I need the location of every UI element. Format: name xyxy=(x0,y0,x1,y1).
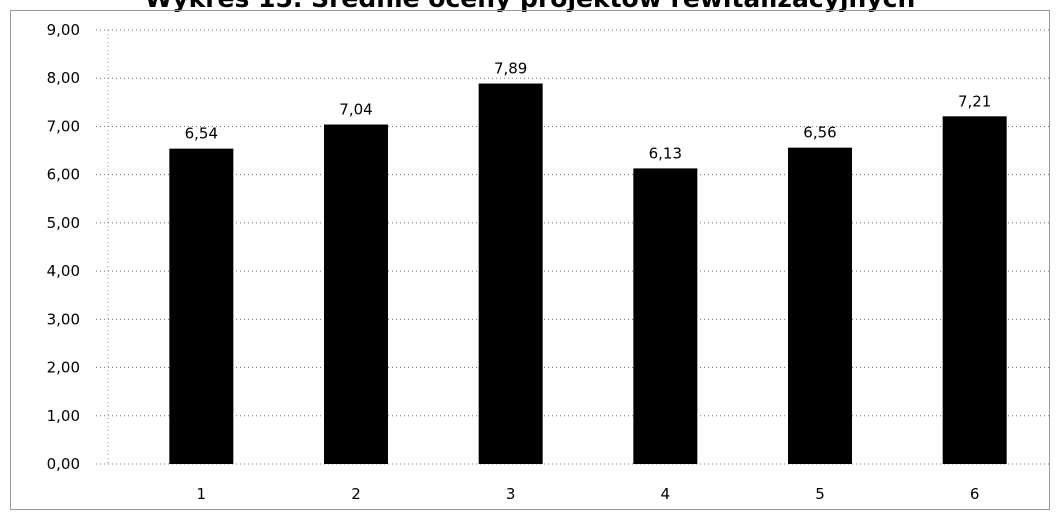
grid-lines xyxy=(96,29,1050,465)
bars xyxy=(169,83,1007,465)
y-tick-label: 4,00 xyxy=(47,262,80,280)
data-labels: 6,54 7,04 7,89 6,13 6,56 7,21 xyxy=(185,60,992,163)
chart-title: Wykres 15. Średnie oceny projektów rewit… xyxy=(0,0,1060,13)
bar-6 xyxy=(942,116,1007,464)
data-label-1: 6,54 xyxy=(185,125,218,143)
x-tick-label-5: 5 xyxy=(815,485,825,503)
x-tick-label-1: 1 xyxy=(197,485,207,503)
x-axis-ticks: 1 2 3 4 5 6 xyxy=(197,485,980,503)
y-tick-label: 9,00 xyxy=(47,21,80,39)
bar-2 xyxy=(324,124,388,464)
y-tick-label: 2,00 xyxy=(47,359,80,377)
y-tick-label: 1,00 xyxy=(47,407,80,425)
y-tick-label: 6,00 xyxy=(47,166,80,184)
data-label-3: 7,89 xyxy=(494,60,527,78)
y-tick-label: 5,00 xyxy=(47,214,80,232)
data-label-2: 7,04 xyxy=(339,101,372,119)
y-tick-label: 3,00 xyxy=(47,310,80,328)
y-tick-label: 8,00 xyxy=(47,69,80,87)
data-label-4: 6,13 xyxy=(649,144,682,162)
bar-1 xyxy=(169,148,234,465)
bar-4 xyxy=(633,168,698,465)
x-tick-label-6: 6 xyxy=(970,485,980,503)
data-label-5: 6,56 xyxy=(803,124,836,142)
x-tick-label-2: 2 xyxy=(351,485,361,503)
y-axis-ticks: 0,00 1,00 2,00 3,00 4,00 5,00 6,00 7,00 8,00 9,00 xyxy=(47,21,80,473)
data-label-6: 7,21 xyxy=(958,92,991,110)
bar-3 xyxy=(478,83,543,464)
x-tick-label-3: 3 xyxy=(506,485,516,503)
y-tick-label: 7,00 xyxy=(47,117,80,135)
chart-frame xyxy=(10,10,1050,510)
x-tick-label-4: 4 xyxy=(661,485,671,503)
bar-5 xyxy=(788,147,852,464)
y-tick-label: 0,00 xyxy=(47,455,80,473)
